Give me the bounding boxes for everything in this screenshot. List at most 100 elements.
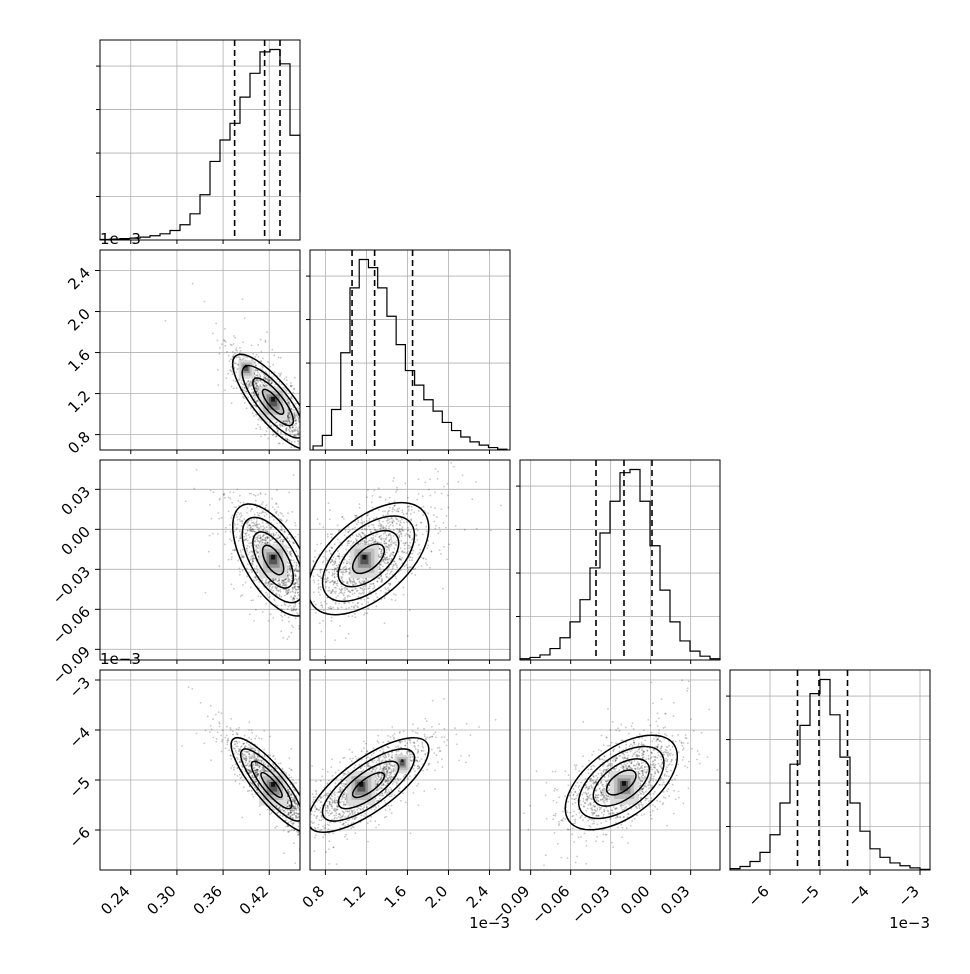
joint-1-3-point [286,536,288,538]
joint-2-3-point [352,602,354,604]
joint-1-3-point [270,528,272,530]
joint-2-3-point [385,538,387,540]
joint-1-4-point [304,819,306,821]
joint-2-3-point [314,556,316,558]
joint-1-2-point [224,328,226,330]
joint-2-3-point [408,545,410,547]
joint-2-3-point [419,549,421,551]
joint-1-3-point [306,552,308,554]
joint-1-2-point [212,333,214,335]
joint-1-3-point [253,494,255,496]
joint-2-3-point [331,608,333,610]
joint-1-3-point [293,606,295,608]
joint-2-3-point [319,523,321,525]
joint-1-3-point [283,584,285,586]
joint-2-3-point [393,535,395,537]
joint-1-3-point [294,603,296,605]
joint-2-3-point [378,577,380,579]
joint-1-2-point [226,351,228,353]
joint-1-3-point [290,553,292,555]
joint-1-2-point [236,347,238,349]
joint-2-3-point [348,602,350,604]
joint-1-4-point [203,743,205,745]
joint-1-3-point [262,535,264,537]
joint-2-3-point [369,583,371,585]
joint-2-3-point [390,542,392,544]
joint-2-3-point [390,538,392,540]
joint-1-3-point [259,535,261,537]
joint-1-3-point [218,518,220,520]
joint-1-2-point [305,428,307,430]
joint-1-2-point [308,434,310,436]
joint-1-3-point [292,626,294,628]
joint-1-3-point [257,540,259,542]
joint-1-2-point [257,424,259,426]
joint-1-2-point [228,355,230,357]
joint-2-3-point [333,591,335,593]
joint-2-3-point [396,487,398,489]
joint-1-3-point [307,550,309,552]
joint-1-3-point [267,594,269,596]
joint-2-3-point [328,587,330,589]
joint-1-3-point [284,531,286,533]
joint-2-3-point [352,593,354,595]
joint-2-3-point [341,579,343,581]
joint-1-2-point [301,417,303,419]
joint-2-3-point [335,587,337,589]
joint-2-3-point [346,581,348,583]
joint-1-3-point [274,509,276,511]
joint-2-3-point [385,499,387,501]
joint-1-3-point [268,524,270,526]
joint-1-3-point [234,524,236,526]
joint-2-3-density-1-5 [362,555,366,560]
joint-2-3-point [401,529,403,531]
joint-1-4-point [303,783,305,785]
joint-1-3-point [288,573,290,575]
joint-1-2-point [292,385,294,387]
joint-2-3-point [422,495,424,497]
joint-1-4-point [283,830,285,832]
joint-1-3-point [271,587,273,589]
joint-2-3-point [446,515,448,517]
joint-1-3-point [364,629,366,631]
joint-1-2-point [301,429,303,431]
joint-1-3-point [234,522,236,524]
joint-2-3-point [435,525,437,527]
joint-1-3-point [224,544,226,546]
joint-1-2-point [302,428,304,430]
joint-1-3-point [281,616,283,618]
joint-1-2-point [253,415,255,417]
joint-2-3-point [375,539,377,541]
joint-2-3-point [399,525,401,527]
joint-1-2-point [204,301,206,303]
joint-2-3-point [396,567,398,569]
joint-1-3-point [266,514,268,516]
joint-2-3-point [380,528,382,530]
joint-2-3-point [303,589,305,591]
joint-2-3-point [323,610,325,612]
joint-1-2-point [235,381,237,383]
joint-1-3-point [231,558,233,560]
joint-2-3-point [381,579,383,581]
joint-1-4-point [269,736,271,738]
joint-1-3-point [231,553,233,555]
joint-1-2-point [230,358,232,360]
joint-1-4-point [302,814,304,816]
joint-2-3-point [396,528,398,530]
joint-2-3-point [363,599,365,601]
joint-1-3-point [303,598,305,600]
joint-2-3-point [271,662,273,664]
joint-1-3-point [285,590,287,592]
joint-2-3-point [278,605,280,607]
joint-2-3-point [411,557,413,559]
joint-1-3-point [251,519,253,521]
joint-2-3-point [342,581,344,583]
joint-2-3-point [322,620,324,622]
joint-1-3-point [291,632,293,634]
joint-1-3-point [298,578,300,580]
joint-2-3-point [351,582,353,584]
joint-1-2-point [320,474,322,476]
joint-1-2-point [328,482,330,484]
joint-1-2-point [291,430,293,432]
joint-2-3-point [344,569,346,571]
